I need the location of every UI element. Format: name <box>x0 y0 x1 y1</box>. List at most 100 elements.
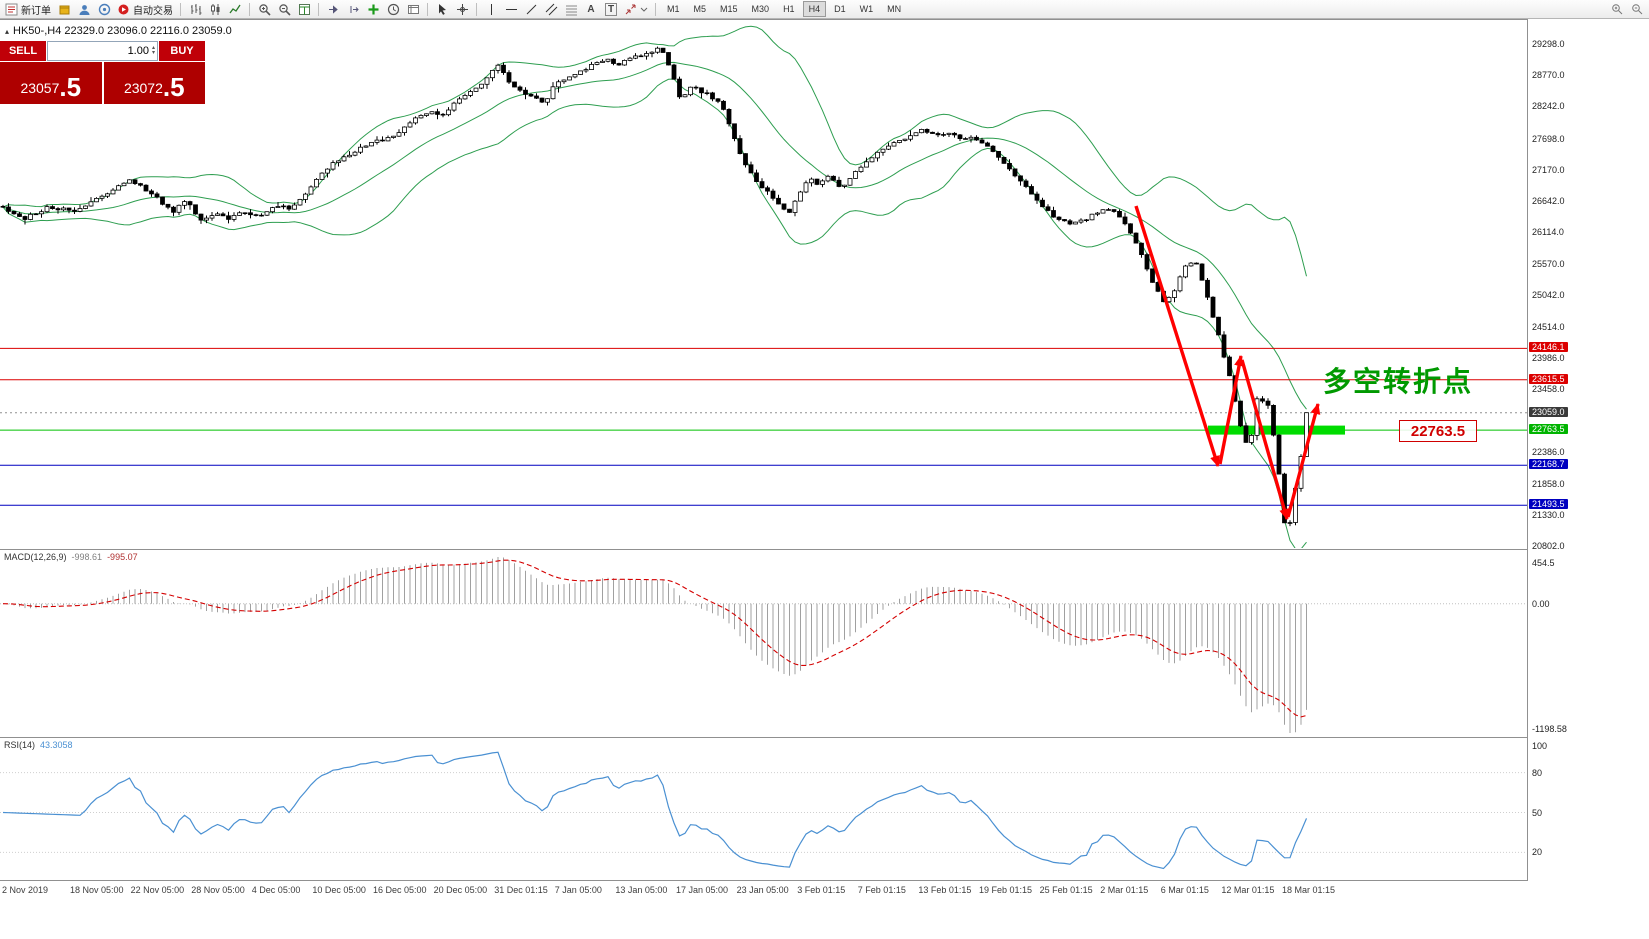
window-zoom-out-button[interactable] <box>1627 1 1647 18</box>
tile-windows-button[interactable] <box>294 1 314 18</box>
new-order-icon <box>5 3 18 15</box>
timeframe-D1[interactable]: D1 <box>834 4 846 14</box>
buy-price-button[interactable]: 23072 .5 <box>103 62 205 104</box>
window-zoom-in-button[interactable] <box>1607 1 1627 18</box>
volume-value: 1.00 <box>127 45 149 57</box>
timeframe-M1[interactable]: M1 <box>667 4 680 14</box>
label-tool-button[interactable]: T <box>601 1 621 18</box>
spinner-down-icon[interactable]: ▾ <box>151 50 155 56</box>
fibonacci-icon <box>565 5 577 15</box>
toolbar-separator <box>427 2 428 16</box>
fibonacci-button[interactable] <box>561 1 581 18</box>
timeframe-H1[interactable]: H1 <box>783 4 795 14</box>
vertical-line-button[interactable] <box>481 1 501 18</box>
templates-button[interactable] <box>403 1 423 18</box>
time-axis-label: 2 Mar 01:15 <box>1100 885 1149 895</box>
timeframe-W1[interactable]: W1 <box>859 4 874 14</box>
price-level-label: 22763.5 <box>1529 424 1568 435</box>
toolbar-separator <box>476 2 477 16</box>
timeframe-H4[interactable]: H4 <box>802 1 827 17</box>
crosshair-button[interactable] <box>452 1 472 18</box>
periods-button[interactable] <box>383 1 403 18</box>
chart-shift-button[interactable] <box>343 1 363 18</box>
horizontal-line-button[interactable] <box>501 1 521 18</box>
buy-button[interactable]: BUY <box>159 41 205 61</box>
timeframe-M15[interactable]: M15 <box>720 4 738 14</box>
auto-scroll-button[interactable] <box>323 1 343 18</box>
price-axis[interactable]: 29298.0 28770.0 28242.0 27698.0 27170.0 26642… <box>1528 19 1649 881</box>
axis-tick-label: 20 <box>1532 847 1543 858</box>
zoom-out-icon <box>278 3 291 16</box>
new-order-label: 新订单 <box>21 5 51 17</box>
tile-windows-icon <box>298 3 310 15</box>
spinner-up-icon[interactable]: ▴ <box>151 45 155 51</box>
axis-tick-label: 21858.0 <box>1532 478 1565 489</box>
time-axis[interactable]: 2 Nov 2019 18 Nov 05:00 22 Nov 05:00 28 Nov… <box>0 881 1649 939</box>
rsi-value: 43.3058 <box>40 740 73 750</box>
volume-field[interactable]: 1.00 ▴ ▾ <box>47 41 158 61</box>
macd-label: MACD(12,26,9) -998.61 -995.07 <box>4 552 138 562</box>
axis-tick-label: 29298.0 <box>1532 39 1565 49</box>
time-axis-label: 10 Dec 05:00 <box>312 885 366 895</box>
community-button[interactable] <box>94 1 114 18</box>
zoom-out-button[interactable] <box>274 1 294 18</box>
zoom-in-button[interactable] <box>254 1 274 18</box>
timeframe-M5[interactable]: M5 <box>693 4 707 14</box>
cursor-button[interactable] <box>432 1 452 18</box>
volume-spinner[interactable]: ▴ ▾ <box>151 45 155 56</box>
text-tool-button[interactable]: A <box>581 1 601 18</box>
axis-tick-label: 80 <box>1532 767 1543 778</box>
arrows-tool-button[interactable] <box>621 1 651 18</box>
sell-price-main: 23057 <box>20 80 60 96</box>
cursor-icon <box>438 3 446 15</box>
axis-tick-label: 28242.0 <box>1532 101 1565 112</box>
time-axis-label: 22 Nov 05:00 <box>130 885 185 895</box>
candlestick-chart-button[interactable] <box>205 1 225 18</box>
axis-tick-label: 23458.0 <box>1532 384 1565 395</box>
timeframe-MN[interactable]: MN <box>887 4 902 14</box>
toolbar-separator <box>318 2 319 16</box>
trendline-button[interactable] <box>521 1 541 18</box>
axis-tick-label: 27698.0 <box>1532 133 1565 144</box>
macd-name: MACD(12,26,9) <box>4 552 67 562</box>
market-depth-button[interactable] <box>54 1 74 18</box>
new-order-button[interactable]: 新订单 <box>2 1 54 18</box>
axis-tick-label: 22386.0 <box>1532 447 1565 458</box>
axis-tick-label: 26642.0 <box>1532 195 1565 206</box>
macd-signal-value: -995.07 <box>107 552 138 562</box>
timeframe-M30[interactable]: M30 <box>751 4 770 14</box>
sell-price-pip: .5 <box>59 72 82 102</box>
sell-button[interactable]: SELL <box>0 41 46 61</box>
autotrading-button[interactable]: 自动交易 <box>114 1 176 18</box>
line-chart-icon <box>228 4 241 13</box>
price-level-label: 23059.0 <box>1529 406 1568 417</box>
line-chart-button[interactable] <box>225 1 245 18</box>
toolbar-separator <box>180 2 181 16</box>
indicators-button[interactable] <box>363 1 383 18</box>
symbol-info: ▴ HK50-,H4 22329.0 23096.0 22116.0 23059… <box>5 25 232 37</box>
time-axis-label: 18 Mar 01:15 <box>1282 885 1336 895</box>
chart-shift-icon <box>350 5 359 13</box>
main-toolbar: 新订单 自动交易 <box>0 0 1649 19</box>
candlestick-chart-icon <box>210 3 219 15</box>
buy-price-pip: .5 <box>162 72 185 102</box>
time-axis-label: 3 Feb 01:15 <box>797 885 846 895</box>
axis-tick-label: 23986.0 <box>1532 352 1565 363</box>
axis-tick-label: 0.00 <box>1532 598 1550 609</box>
time-axis-label: 12 Mar 01:15 <box>1221 885 1275 895</box>
equidistant-channel-button[interactable] <box>541 1 561 18</box>
arrows-tool-icon <box>625 4 636 14</box>
time-axis-label: 7 Feb 01:15 <box>857 885 906 895</box>
support-level-label: 22763.5 <box>1399 420 1477 442</box>
periods-icon <box>387 3 399 15</box>
sell-price-button[interactable]: 23057 .5 <box>0 62 102 104</box>
bar-chart-button[interactable] <box>185 1 205 18</box>
zoom-in-icon <box>258 3 271 16</box>
vertical-line-icon <box>490 3 492 15</box>
axis-tick-label: 20802.0 <box>1532 541 1565 552</box>
profile-button[interactable] <box>74 1 94 18</box>
macd-value: -998.61 <box>71 552 103 562</box>
market-depth-icon <box>59 5 69 14</box>
autotrading-label: 自动交易 <box>133 5 173 17</box>
